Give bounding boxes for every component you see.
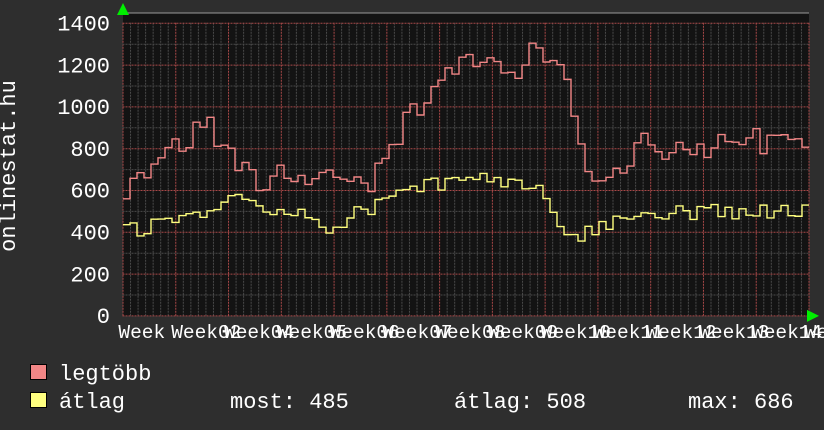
svg-text:400: 400 bbox=[70, 222, 110, 247]
svg-text:1400: 1400 bbox=[57, 13, 110, 38]
svg-text:1200: 1200 bbox=[57, 54, 110, 79]
svg-text:1000: 1000 bbox=[57, 96, 110, 121]
svg-text:200: 200 bbox=[70, 263, 110, 288]
svg-text:0: 0 bbox=[97, 305, 110, 330]
svg-text:800: 800 bbox=[70, 138, 110, 163]
svg-text:onlinestat.hu: onlinestat.hu bbox=[0, 80, 22, 252]
svg-text:600: 600 bbox=[70, 180, 110, 205]
